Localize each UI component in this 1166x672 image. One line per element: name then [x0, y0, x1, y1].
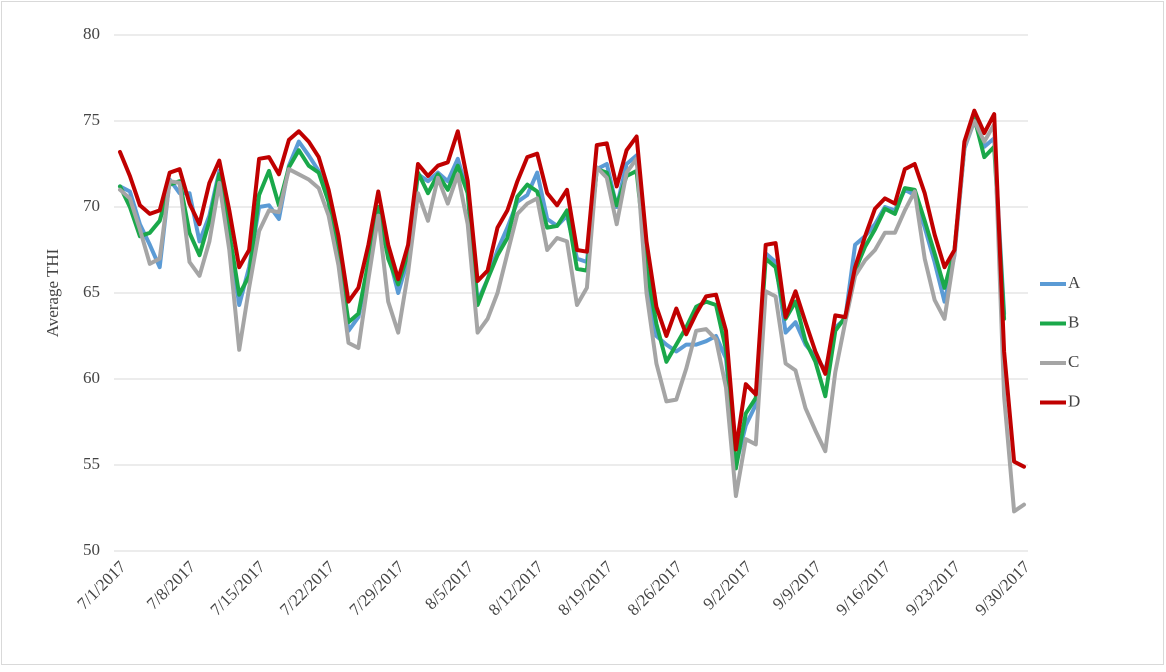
- y-tick-label: 80: [83, 24, 100, 43]
- y-tick-label: 70: [83, 196, 100, 215]
- legend-label: A: [1068, 273, 1081, 292]
- series-line: [118, 119, 1026, 514]
- y-tick-label: 50: [83, 540, 100, 559]
- y-axis-label: Average THI: [43, 248, 62, 337]
- series-line: [118, 108, 1026, 469]
- legend-label: B: [1068, 312, 1079, 331]
- y-tick-label: 55: [83, 454, 100, 473]
- y-tick-label: 65: [83, 282, 100, 301]
- legend-label: D: [1068, 391, 1080, 410]
- legend-label: C: [1068, 352, 1079, 371]
- y-tick-label: 75: [83, 110, 100, 129]
- y-tick-label: 60: [83, 368, 100, 387]
